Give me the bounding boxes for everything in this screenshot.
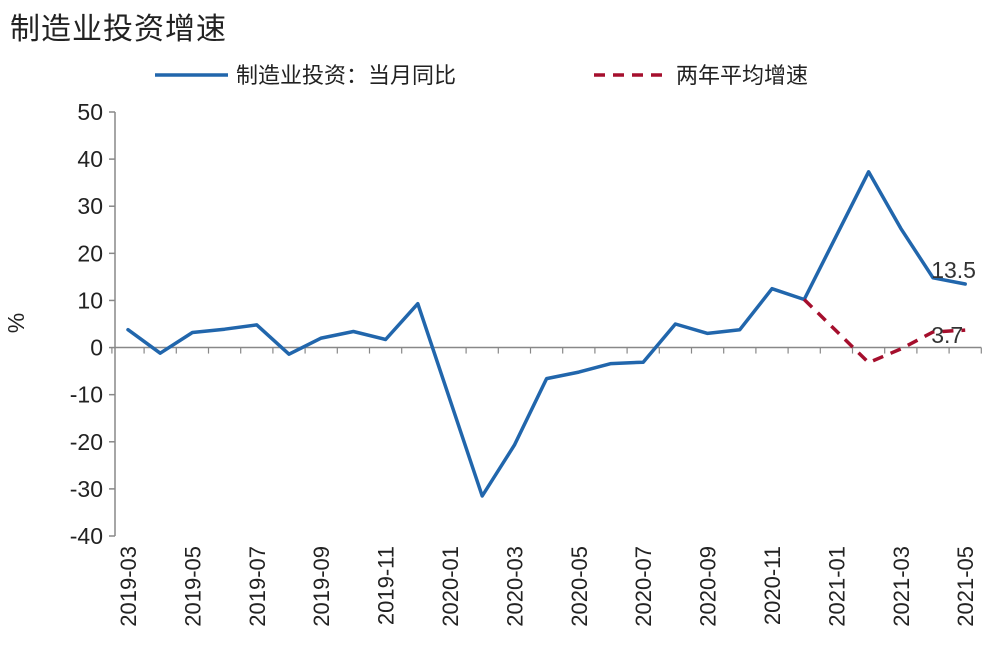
y-tick-label: 20 [77, 240, 103, 266]
x-tick-label: 2021-01 [824, 546, 849, 627]
chart-title: 制造业投资增速 [10, 12, 227, 47]
x-tick-label: 2020-01 [438, 546, 463, 627]
y-axis-label: % [3, 313, 29, 333]
x-tick-label: 2019-03 [116, 546, 141, 627]
legend: 制造业投资：当月同比 两年平均增速 [155, 64, 808, 89]
x-tick-label: 2020-09 [696, 546, 721, 627]
x-tick-label: 2020-05 [567, 546, 592, 627]
y-tick-label: 30 [77, 193, 103, 219]
x-tick-label: 2021-05 [953, 546, 978, 627]
data-label: 13.5 [931, 257, 976, 283]
x-axis: 2019-03 2019-05 2019-07 2019-09 2019-11 2020-… [111, 346, 982, 627]
x-tick-label: 2021-03 [889, 546, 914, 627]
y-tick-label: 10 [77, 287, 103, 313]
x-tick-label: 2019-11 [374, 546, 399, 625]
x-tick-label: 2020-07 [631, 546, 656, 627]
series-line-monthly-yoy [126, 170, 967, 498]
x-tick-label: 2019-05 [180, 546, 205, 627]
y-tick-label: -30 [70, 476, 103, 502]
y-tick-label: 0 [90, 335, 103, 361]
plot-area: 13.5 3.7 [126, 170, 976, 498]
y-tick-label: -40 [70, 523, 103, 549]
x-tick-label: 2020-03 [502, 546, 527, 627]
legend-label: 制造业投资：当月同比 [236, 64, 456, 89]
series-line-two-year-average [802, 298, 966, 365]
legend-label: 两年平均增速 [676, 64, 808, 89]
y-axis: 50 40 30 20 10 0 -10 -20 -30 -40 [70, 99, 116, 549]
y-tick-label: 40 [77, 146, 103, 172]
y-tick-label: -10 [70, 382, 103, 408]
y-tick-label: -20 [70, 429, 103, 455]
data-label: 3.7 [931, 322, 963, 348]
x-tick-label: 2019-07 [245, 546, 270, 627]
x-tick-label: 2020-11 [760, 546, 785, 625]
y-tick-label: 50 [77, 99, 103, 125]
x-tick-label: 2019-09 [309, 546, 334, 627]
